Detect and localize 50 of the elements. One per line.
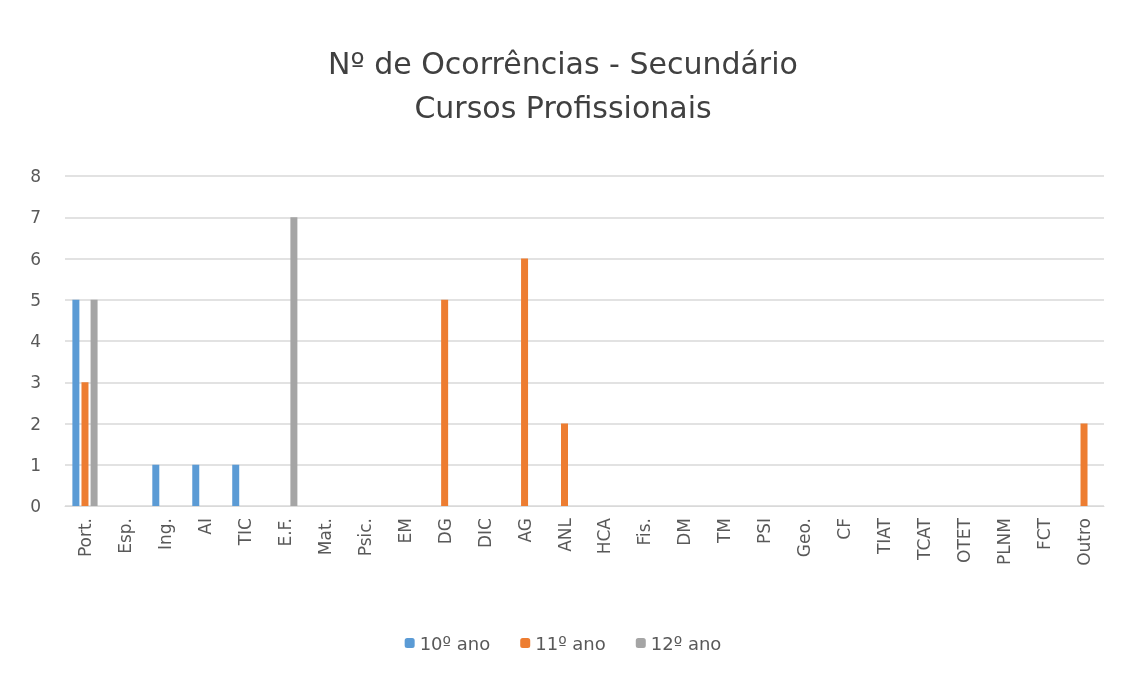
y-tick-label: 3 (30, 372, 41, 393)
y-tick-label: 5 (30, 289, 41, 310)
x-tick-label: Port. (74, 518, 95, 558)
bar (90, 299, 98, 506)
legend-label: 11º ano (535, 632, 606, 654)
x-tick-label: Esp. (114, 518, 135, 554)
x-tick-label: AI (194, 518, 215, 535)
x-tick-label: TCAT (914, 517, 935, 561)
x-tick-label: Outro (1074, 518, 1095, 566)
bar (72, 299, 80, 506)
y-tick-label: 4 (30, 331, 41, 351)
y-tick-label: 2 (30, 413, 41, 434)
bar (232, 464, 240, 506)
x-tick-label: Ing. (154, 518, 175, 550)
x-tick-label: DG (434, 518, 455, 545)
x-tick-label: EM (394, 518, 415, 544)
bar (290, 217, 298, 506)
x-tick-label: TIAT (874, 517, 895, 556)
x-tick-label: Geo. (794, 518, 815, 558)
x-tick-label: Fis. (634, 518, 655, 546)
y-tick-label: 8 (30, 166, 41, 186)
x-tick-label: TM (714, 518, 735, 545)
x-tick-label: DIC (474, 518, 495, 548)
y-tick-label: 6 (30, 248, 41, 269)
x-tick-label: PSI (754, 518, 775, 545)
bar (81, 382, 89, 506)
bar (192, 464, 200, 506)
legend-label: 10º ano (419, 632, 491, 654)
x-tick-label: E.F. (274, 518, 295, 547)
bar (1080, 423, 1088, 506)
x-tick-label: Psic. (354, 518, 375, 557)
y-tick-label: 7 (30, 207, 41, 228)
bar (561, 423, 569, 506)
x-tick-label: TIC (234, 518, 255, 547)
x-tick-label: HCA (594, 517, 615, 555)
x-tick-label: DM (674, 518, 695, 546)
bar (152, 464, 160, 506)
x-tick-label: AG (514, 518, 535, 543)
y-tick-label: 1 (30, 454, 41, 475)
x-tick-label: OTET (954, 517, 975, 563)
x-tick-label: ANL (554, 517, 575, 552)
y-tick-label: 0 (30, 496, 41, 516)
bar (521, 258, 529, 506)
x-tick-label: CF (834, 518, 855, 540)
bar (441, 299, 449, 506)
legend-label: 12º ano (650, 632, 722, 654)
x-tick-label: Mat. (314, 518, 335, 556)
x-tick-label: PLNM (994, 518, 1015, 566)
x-tick-label: FCT (1034, 517, 1055, 551)
chart-title: Nº de Ocorrências - Secundário Cursos Profissionais (328, 45, 798, 125)
